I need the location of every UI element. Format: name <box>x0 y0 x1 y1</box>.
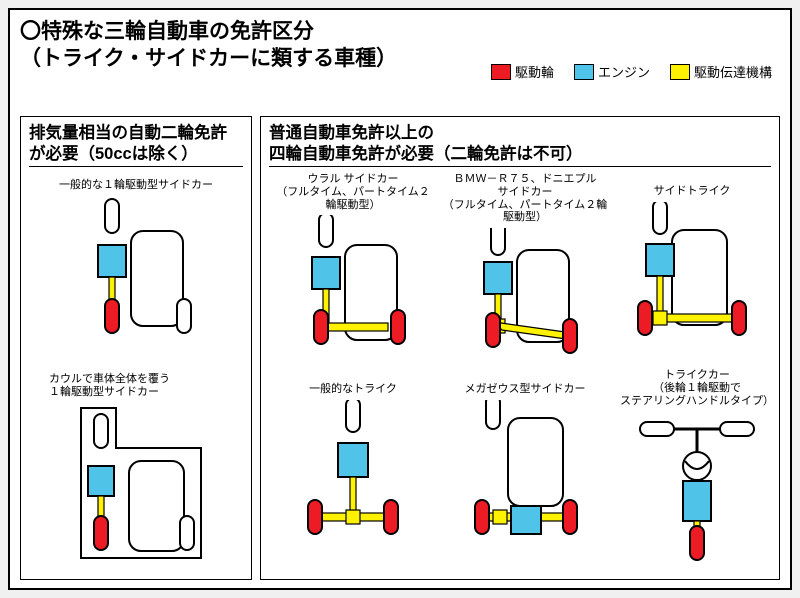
left-column-header: 排気量相当の自動二輪免許が必要（50ccは除く） <box>29 123 243 167</box>
legend-drive-wheel: 駆動輪 <box>491 62 554 81</box>
figure-a <box>76 196 196 346</box>
figure-h <box>632 411 762 561</box>
legend-drivetrain-label: 駆動伝達機構 <box>694 62 772 81</box>
column-car-license: 普通自動車免許以上の四輪自動車免許が必要（二輪免許は不可） ウラル サイドカー（… <box>260 116 780 580</box>
cell-b: カウルで車体全体を覆う１輪駆動型サイドカー <box>29 373 243 562</box>
cell-c: ウラル サイドカー（フルタイム、パートタイム２輪駆動型） <box>273 173 433 360</box>
caption-d: ＢＭＷ－Ｒ７５、ドニエプルサイドカー（フルタイム、パートタイム２輪駆動型） <box>441 173 609 224</box>
legend-engine: エンジン <box>574 62 650 81</box>
caption-f: 一般的なトライク <box>273 383 433 396</box>
figure-g <box>460 400 590 545</box>
cell-g: メガゼウス型サイドカー <box>441 383 609 545</box>
swatch-drivetrain <box>670 64 690 80</box>
page-title: 〇特殊な三輪自動車の免許区分 （トライク・サイドカーに類する車種） <box>20 18 397 73</box>
caption-a: 一般的な１輪駆動型サイドカー <box>29 179 243 192</box>
caption-c: ウラル サイドカー（フルタイム、パートタイム２輪駆動型） <box>273 173 433 211</box>
title-line-2: （トライク・サイドカーに類する車種） <box>20 47 397 70</box>
caption-h: トライクカー（後輪１輪駆動でステアリングハンドルタイプ） <box>617 369 777 407</box>
caption-g: メガゼウス型サイドカー <box>441 383 609 396</box>
legend: 駆動輪 エンジン 駆動伝達機構 <box>491 62 772 81</box>
figure-f <box>293 400 413 545</box>
swatch-drive <box>491 64 511 80</box>
caption-b: カウルで車体全体を覆う１輪駆動型サイドカー <box>29 373 243 398</box>
right-column-header: 普通自動車免許以上の四輪自動車免許が必要（二輪免許は不可） <box>269 123 771 167</box>
diagram-frame: 〇特殊な三輪自動車の免許区分 （トライク・サイドカーに類する車種） 駆動輪 エン… <box>8 8 792 590</box>
cell-f: 一般的なトライク <box>273 383 433 545</box>
figure-e <box>627 202 757 347</box>
figure-c <box>293 215 413 360</box>
cell-d: ＢＭＷ－Ｒ７５、ドニエプルサイドカー（フルタイム、パートタイム２輪駆動型） <box>441 173 609 363</box>
cell-a: 一般的な１輪駆動型サイドカー <box>29 179 243 346</box>
legend-drivetrain: 駆動伝達機構 <box>670 62 772 81</box>
columns: 排気量相当の自動二輪免許が必要（50ccは除く） 一般的な１輪駆動型サイドカー … <box>20 116 780 580</box>
column-motorcycle-license: 排気量相当の自動二輪免許が必要（50ccは除く） 一般的な１輪駆動型サイドカー … <box>20 116 252 580</box>
legend-drive-label: 駆動輪 <box>515 62 554 81</box>
title-line-1: 〇特殊な三輪自動車の免許区分 <box>20 20 314 43</box>
figure-d <box>465 228 585 363</box>
caption-e: サイドトライク <box>617 185 767 198</box>
legend-engine-label: エンジン <box>598 62 650 81</box>
swatch-engine <box>574 64 594 80</box>
left-column-body: 一般的な１輪駆動型サイドカー カウルで車体全体を覆う１輪駆動型サイドカー <box>29 173 243 571</box>
cell-e: サイドトライク <box>617 185 767 347</box>
figure-b <box>61 403 211 563</box>
right-column-body: ウラル サイドカー（フルタイム、パートタイム２輪駆動型） ＢＭＷ－Ｒ７５、ドニエ… <box>269 173 771 571</box>
cell-h: トライクカー（後輪１輪駆動でステアリングハンドルタイプ） <box>617 369 777 561</box>
